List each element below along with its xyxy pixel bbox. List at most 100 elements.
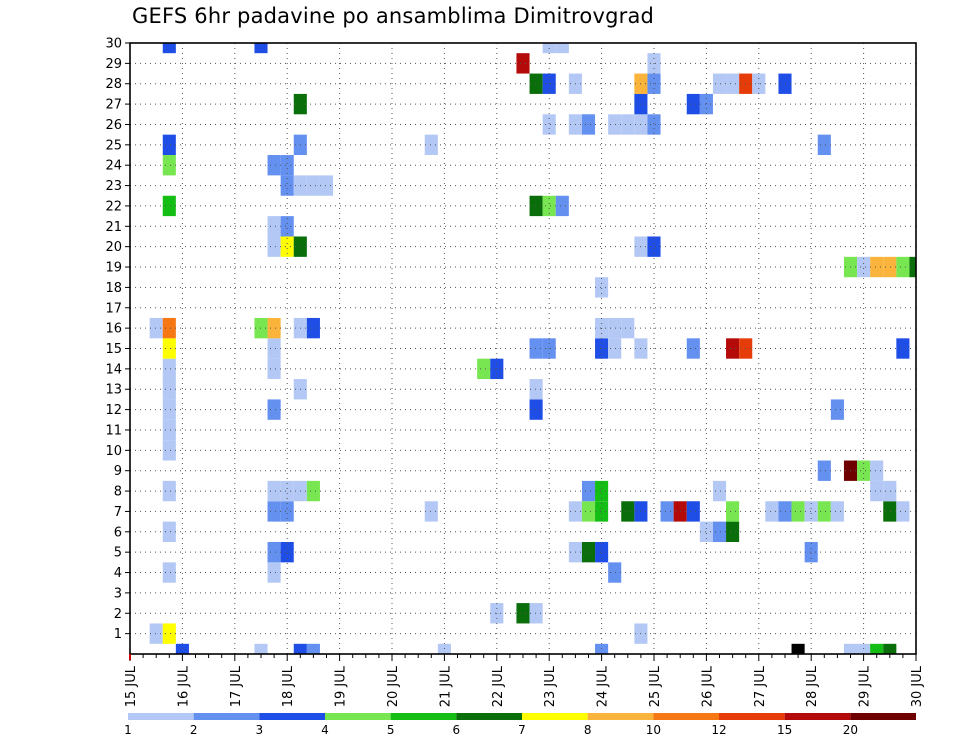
colorbar-label: 5 xyxy=(387,723,395,737)
heatmap-cell xyxy=(686,338,700,359)
colorbar-segment xyxy=(784,713,851,720)
heatmap-cell xyxy=(529,399,543,420)
heatmap-cell xyxy=(581,114,596,135)
y-tick-label: 3 xyxy=(114,586,122,601)
heatmap-cell xyxy=(516,53,530,74)
heatmap-cell xyxy=(267,155,281,176)
y-tick-label: 14 xyxy=(105,362,122,377)
heatmap-cell xyxy=(726,338,740,359)
heatmap-cell xyxy=(883,501,897,522)
heatmap-cell xyxy=(477,358,491,380)
colorbar-label: 2 xyxy=(190,723,198,737)
x-tick-label: 17 JUL xyxy=(229,665,244,707)
heatmap-cell xyxy=(280,480,294,502)
heatmap-cell xyxy=(608,317,622,339)
heatmap-cell xyxy=(162,562,176,583)
heatmap-cell xyxy=(306,480,320,502)
heatmap-cell xyxy=(804,501,818,522)
x-tick-label: 26 JUL xyxy=(700,665,715,707)
colorbar-segment xyxy=(128,713,194,720)
heatmap-cell xyxy=(542,195,556,217)
x-tick-label: 25 JUL xyxy=(648,665,663,707)
heatmap-cell xyxy=(726,521,740,542)
colorbar-segment xyxy=(587,713,654,720)
heatmap-cell xyxy=(870,480,884,502)
heatmap-cell xyxy=(162,521,176,542)
heatmap-cell xyxy=(306,317,320,339)
heatmap-cell xyxy=(896,256,910,278)
heatmap-cell xyxy=(608,562,622,583)
heatmap-cell xyxy=(621,501,635,522)
heatmap-cell xyxy=(830,501,844,522)
heatmap-cell xyxy=(595,541,609,563)
colorbar-label: 7 xyxy=(518,723,526,737)
y-tick-label: 27 xyxy=(105,98,122,113)
y-tick-label: 13 xyxy=(105,383,122,398)
heatmap-cell xyxy=(254,43,268,54)
y-tick-label: 18 xyxy=(105,281,122,296)
heatmap-cell xyxy=(817,460,831,481)
heatmap-cell xyxy=(162,155,176,176)
x-tick-label: 22 JUL xyxy=(491,665,506,707)
heatmap-cell xyxy=(162,399,176,420)
heatmap-cell xyxy=(529,338,543,359)
heatmap-cell xyxy=(280,501,294,522)
heatmap-cell xyxy=(896,338,910,359)
y-tick-label: 21 xyxy=(105,220,122,235)
heatmap-cell xyxy=(280,155,294,176)
heatmap-cell xyxy=(162,419,176,441)
x-tick-label: 24 JUL xyxy=(596,665,611,707)
heatmap-cell xyxy=(909,256,916,278)
chart-title: GEFS 6hr padavine po ansamblima Dimitrov… xyxy=(132,4,655,28)
heatmap-cell xyxy=(870,256,884,278)
heatmap-cell xyxy=(149,623,163,644)
x-tick-label: 20 JUL xyxy=(386,665,401,707)
heatmap-cell xyxy=(883,643,897,654)
y-tick-label: 24 xyxy=(105,159,122,174)
heatmap-cell xyxy=(870,460,884,481)
y-tick-label: 22 xyxy=(105,199,122,214)
heatmap-cell xyxy=(162,623,176,644)
y-tick-label: 11 xyxy=(105,423,122,438)
x-tick-label: 21 JUL xyxy=(438,665,453,707)
heatmap-cell xyxy=(817,134,831,156)
heatmap-cell xyxy=(765,501,779,522)
colorbar-label: 3 xyxy=(256,723,264,737)
y-tick-label: 17 xyxy=(105,301,122,316)
heatmap-cell xyxy=(686,501,700,522)
colorbar-label: 20 xyxy=(843,723,858,737)
heatmap-cell xyxy=(267,216,281,237)
colorbar-segment xyxy=(390,713,457,720)
heatmap-cell xyxy=(595,277,609,298)
colorbar-label: 8 xyxy=(584,723,592,737)
colorbar-label: 1 xyxy=(124,723,132,737)
heatmap-cell xyxy=(267,480,281,502)
x-tick-label: 23 JUL xyxy=(543,665,558,707)
x-tick-label: 28 JUL xyxy=(805,665,820,707)
y-tick-label: 25 xyxy=(105,138,122,153)
x-tick-label: 16 JUL xyxy=(176,665,191,707)
colorbar-label: 10 xyxy=(646,723,661,737)
heatmap-cell xyxy=(660,501,674,522)
heatmap-cell xyxy=(647,114,661,135)
heatmap-cell xyxy=(699,93,713,115)
heatmap-cell xyxy=(804,541,818,563)
y-tick-label: 23 xyxy=(105,179,122,194)
heatmap-cell xyxy=(162,379,176,400)
heatmap-cell xyxy=(857,460,871,481)
heatmap-cell xyxy=(162,358,176,380)
y-tick-label: 7 xyxy=(114,505,122,520)
heatmap-cell xyxy=(267,317,281,339)
x-tick-label: 27 JUL xyxy=(753,665,768,707)
heatmap-cell xyxy=(791,643,805,654)
colorbar-label: 15 xyxy=(777,723,792,737)
heatmap-cell xyxy=(162,480,176,502)
heatmap-cell xyxy=(254,643,268,654)
heatmap-cells-layer xyxy=(149,43,916,654)
x-tick-label: 30 JUL xyxy=(910,665,925,707)
heatmap-cell xyxy=(162,195,176,217)
y-tick-label: 20 xyxy=(105,240,122,255)
heatmap-cell xyxy=(581,541,596,563)
heatmap-cell xyxy=(595,480,609,502)
